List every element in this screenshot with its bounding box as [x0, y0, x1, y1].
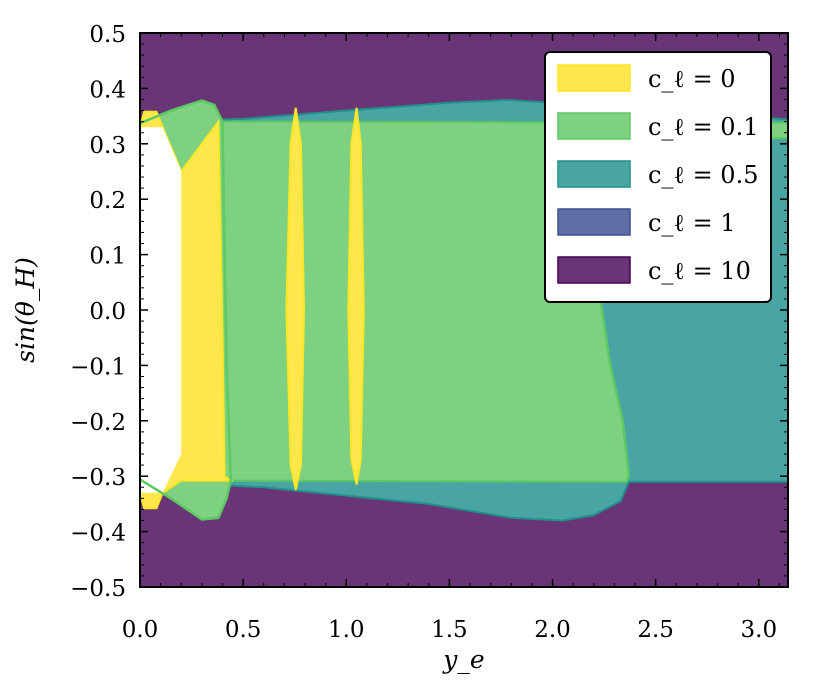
y-tick-label: −0.2 [70, 410, 126, 436]
x-tick-label: 3.0 [741, 617, 778, 643]
legend-label: c_ℓ = 0 [648, 65, 736, 93]
region-4-2 [347, 107, 365, 485]
y-tick-label: −0.5 [70, 576, 126, 602]
y-axis-label: sin(θ_H) [11, 257, 40, 363]
legend: c_ℓ = 0 c_ℓ = 0.1 c_ℓ = 0.5 c_ℓ = 1 c_ℓ = 10 [544, 51, 772, 303]
y-tick-label: 0.3 [89, 133, 126, 159]
legend-label: c_ℓ = 0.5 [648, 161, 758, 189]
y-tick-label: −0.3 [70, 465, 126, 491]
y-axis-ticks: 0.5 0.4 0.3 0.2 0.1 0.0 −0.1 −0.2 −0.3 −0.4 −0.5 [70, 22, 788, 602]
x-tick-label: 2.0 [534, 617, 571, 643]
x-tick-label: 0.5 [225, 617, 262, 643]
y-tick-label: 0.1 [89, 244, 126, 270]
region-4-1 [285, 107, 306, 491]
y-tick-label: 0.0 [89, 299, 126, 325]
y-tick-label: 0.4 [89, 77, 126, 103]
x-tick-label: 0.0 [122, 617, 159, 643]
legend-swatch [557, 112, 631, 140]
x-axis-ticks: 0.0 0.5 1.0 1.5 2.0 2.5 3.0 [122, 33, 780, 643]
legend-label: c_ℓ = 0.1 [648, 113, 758, 141]
x-tick-label: 2.5 [637, 617, 674, 643]
legend-swatch [557, 256, 631, 284]
unfilled-region [140, 127, 182, 493]
y-tick-label: 0.5 [89, 22, 126, 48]
legend-label: c_ℓ = 10 [648, 257, 751, 285]
x-tick-label: 1.5 [431, 617, 468, 643]
x-tick-label: 1.0 [328, 617, 365, 643]
legend-swatch [557, 160, 631, 188]
x-axis-label: y_e [442, 645, 484, 674]
legend-swatch [557, 208, 631, 236]
contour-line-3-0 [140, 99, 233, 521]
legend-swatch [557, 64, 631, 92]
y-tick-label: −0.1 [70, 354, 126, 380]
legend-label: c_ℓ = 1 [648, 209, 736, 237]
y-tick-label: 0.2 [89, 188, 126, 214]
y-tick-label: −0.4 [70, 521, 126, 547]
